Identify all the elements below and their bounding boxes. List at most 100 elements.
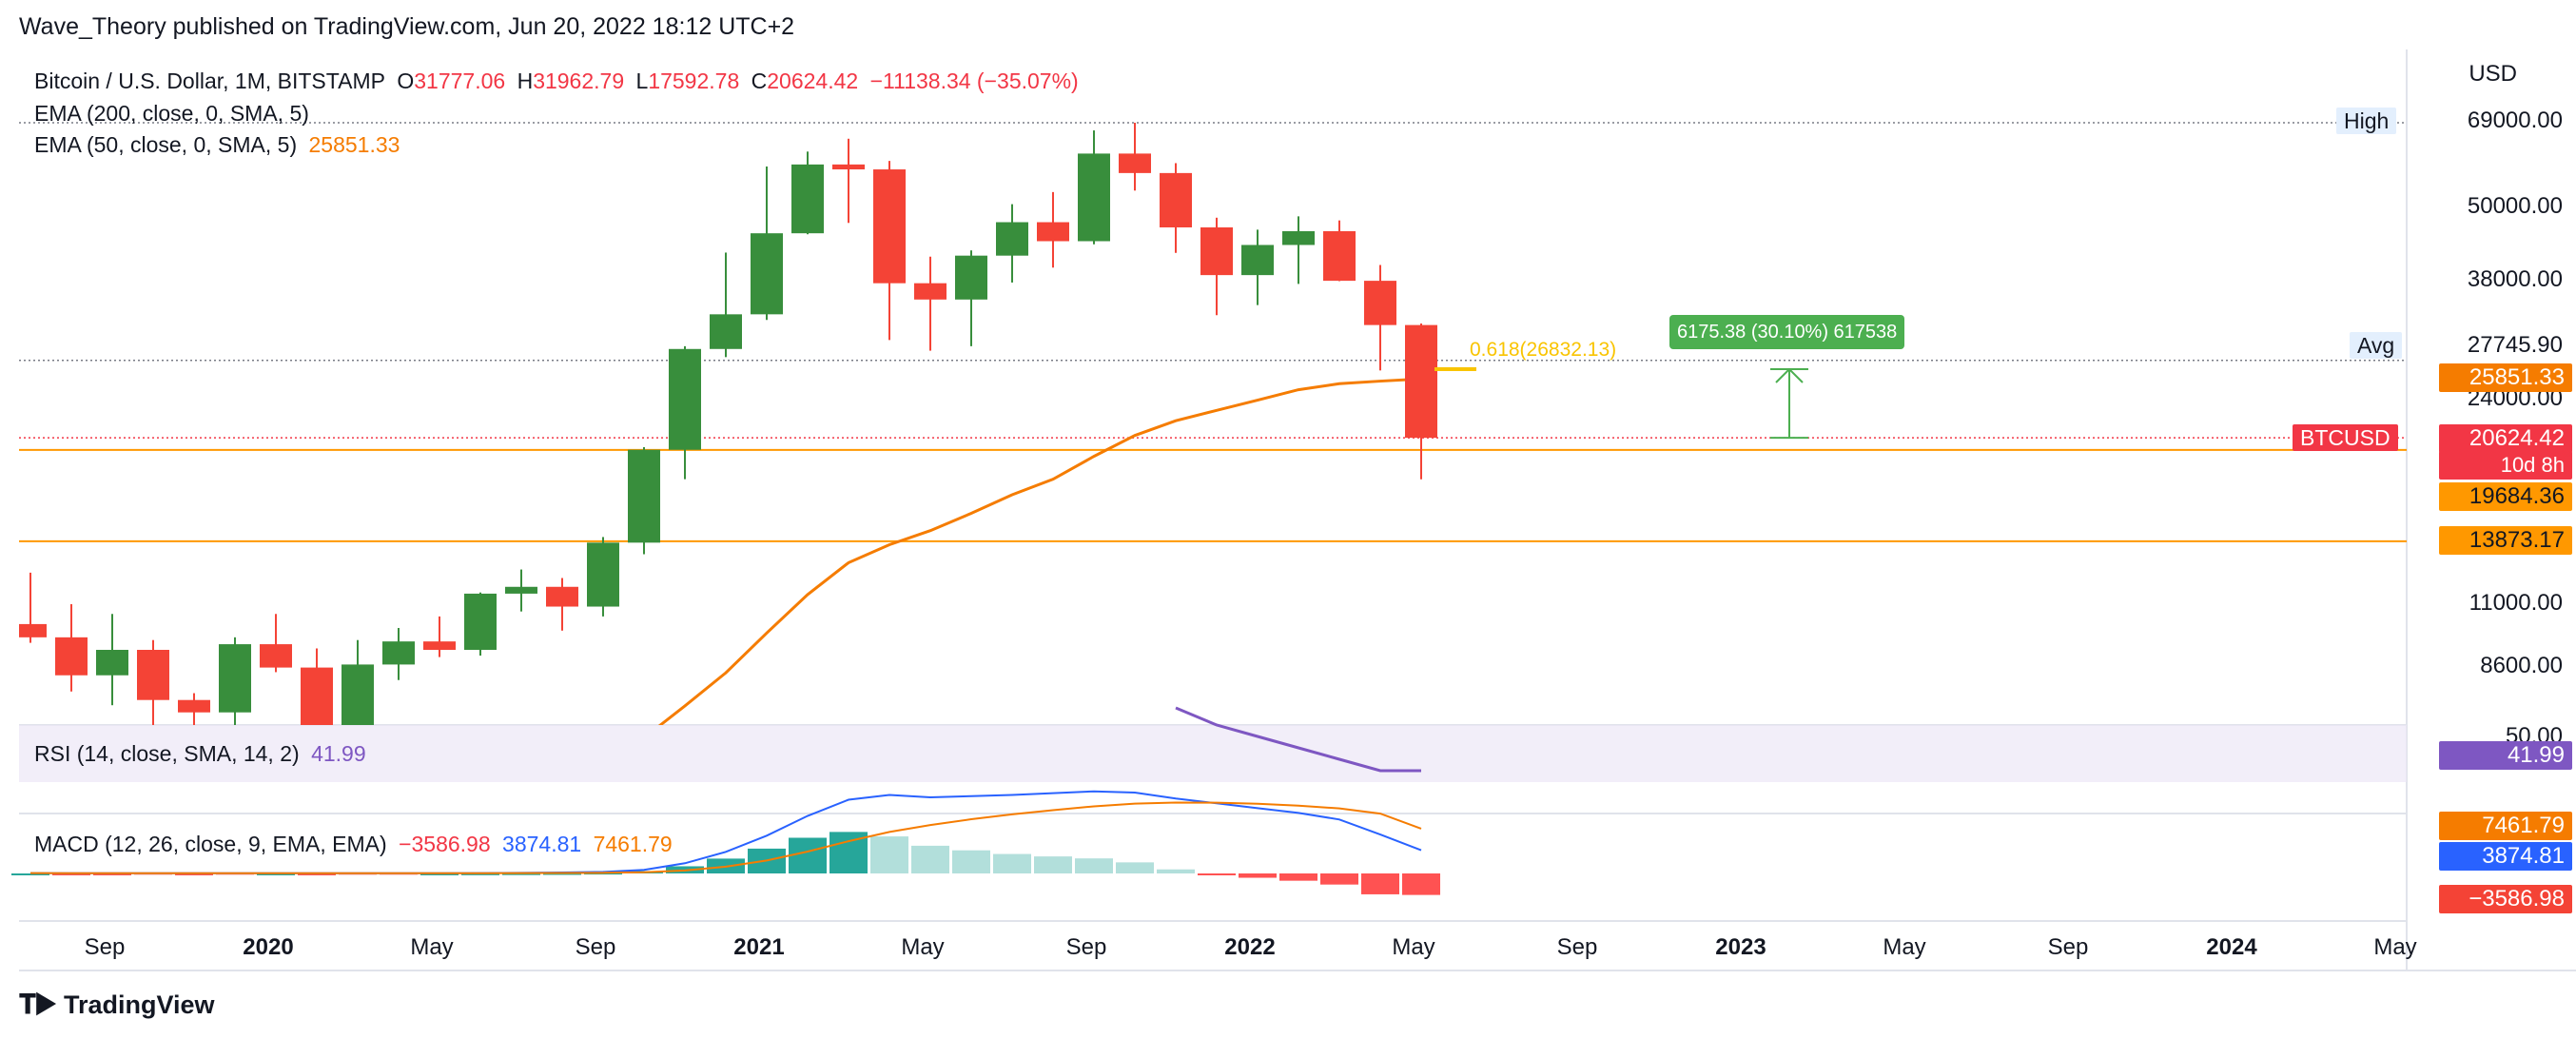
candle-up	[96, 650, 128, 676]
macd-legend[interactable]: MACD (12, 26, close, 9, EMA, EMA) −3586.…	[34, 832, 678, 857]
macd-hist-bar	[789, 837, 827, 873]
macd-hist-bar	[175, 873, 213, 875]
low-letter: L	[635, 69, 649, 93]
time-axis-label: Sep	[1065, 934, 1107, 960]
low-label: L17592.78	[636, 69, 740, 93]
rsi-pane[interactable]	[1175, 706, 1422, 773]
candle-down	[19, 623, 47, 637]
macd-hist-bar	[420, 872, 459, 875]
candle-down	[260, 644, 292, 668]
y-tick: 38000.00	[2467, 266, 2563, 292]
macd-label: MACD (12, 26, close, 9, EMA, EMA)	[34, 832, 387, 856]
high-letter: H	[517, 69, 534, 93]
candle-up	[628, 449, 660, 543]
macd-hist-bar	[1198, 873, 1236, 875]
ema50-label: EMA (50, close, 0, SMA, 5)	[34, 132, 298, 157]
ema200-legend[interactable]: EMA (200, close, 0, SMA, 5)	[34, 101, 315, 127]
candle-down	[1405, 324, 1437, 439]
macd-hist-bar	[52, 873, 90, 875]
macd-hist-label: −3586.98	[2439, 885, 2572, 913]
candle-up	[464, 593, 497, 651]
time-axis-label: 2020	[243, 934, 294, 960]
macd-hist-bar	[216, 873, 254, 875]
avg-price: 27745.90	[2467, 332, 2563, 358]
open-value: 31777.06	[414, 69, 506, 93]
countdown-label: 10d 8h	[2439, 451, 2572, 480]
close-label: C20624.42	[751, 69, 859, 93]
candle-down	[1323, 230, 1356, 282]
candle-up	[1282, 230, 1315, 245]
measure-arrowhead	[1775, 367, 1804, 383]
support1-label: 19684.36	[2439, 482, 2572, 511]
high-value: 31962.79	[533, 69, 625, 93]
candle-down	[178, 699, 210, 713]
avg-tag: Avg	[2350, 332, 2403, 359]
macd-hist-bar	[911, 845, 949, 873]
macd-hist-bar	[1157, 869, 1195, 873]
rsi-band	[19, 725, 2407, 782]
measure-label[interactable]: 6175.38 (30.10%) 617538	[1669, 315, 1905, 349]
rsi-legend[interactable]: RSI (14, close, SMA, 14, 2) 41.99	[34, 741, 372, 767]
candle-down	[423, 641, 456, 651]
fib-label[interactable]: 0.618(26832.13)	[1470, 339, 1617, 361]
change-value: −11138.34 (−35.07%)	[869, 69, 1079, 93]
macd-hist-bar	[1320, 873, 1358, 885]
rsi-line	[1175, 706, 1422, 773]
candle-down	[873, 169, 906, 284]
time-axis-label: May	[901, 934, 945, 960]
macd-hist-value: −3586.98	[399, 832, 491, 856]
candle-up	[1078, 153, 1110, 242]
macd-signal-line	[29, 801, 1422, 874]
macd-line-label: 3874.81	[2439, 842, 2572, 871]
candle-down	[301, 667, 333, 725]
macd-hist-bar	[1402, 873, 1440, 895]
macd-hist-bar	[298, 873, 336, 875]
candle-up	[955, 255, 987, 300]
low-value: 17592.78	[648, 69, 740, 93]
rsi-label: RSI (14, close, SMA, 14, 2)	[34, 741, 300, 766]
candle-down	[137, 650, 169, 700]
y-tick: 50000.00	[2467, 193, 2563, 219]
time-axis-label: 2024	[2206, 934, 2257, 960]
close-value: 20624.42	[767, 69, 859, 93]
time-axis-label: 2022	[1224, 934, 1276, 960]
ema200-label: EMA (200, close, 0, SMA, 5)	[34, 101, 309, 126]
candle-down	[1200, 226, 1233, 276]
candle-down	[55, 637, 88, 676]
symbol-name: Bitcoin / U.S. Dollar, 1M, BITSTAMP	[34, 69, 385, 93]
macd-hist-bar	[1075, 858, 1113, 873]
candle-down	[1119, 153, 1151, 173]
candle-up	[1241, 245, 1274, 276]
macd-signal-value: 7461.79	[593, 832, 673, 856]
candle-up	[751, 233, 783, 315]
ema50-legend[interactable]: EMA (50, close, 0, SMA, 5) 25851.33	[34, 132, 405, 158]
candle-down	[1037, 222, 1069, 242]
macd-hist-bar	[1239, 873, 1277, 878]
macd-hist-bar	[952, 850, 990, 873]
macd-pane[interactable]	[11, 790, 1440, 895]
time-axis-label: 2023	[1715, 934, 1766, 960]
macd-hist-bar	[1361, 873, 1399, 894]
macd-hist-bar	[134, 873, 172, 875]
rsi-value: 41.99	[311, 741, 366, 766]
symbol-tag: BTCUSD	[2293, 424, 2398, 451]
tradingview-brand: TradingView	[64, 990, 215, 1019]
time-axis-label: Sep	[1556, 934, 1598, 960]
candle-up	[342, 664, 374, 725]
tradingview-logo[interactable]: 𝐓▶ TradingView	[19, 990, 215, 1021]
symbol-legend[interactable]: Bitcoin / U.S. Dollar, 1M, BITSTAMP O317…	[34, 69, 1084, 94]
candle-down	[1364, 281, 1396, 325]
candle-down	[546, 586, 578, 607]
high-price: 69000.00	[2467, 108, 2563, 133]
y-tick: 11000.00	[2469, 590, 2563, 616]
support2-label: 13873.17	[2439, 526, 2572, 555]
last-price-label: 20624.42	[2439, 424, 2572, 453]
macd-hist-bar	[502, 872, 540, 875]
macd-hist-bar	[1116, 862, 1154, 873]
macd-hist-bar	[1279, 873, 1317, 881]
price-pane[interactable]	[14, 122, 2407, 924]
time-axis-label: Sep	[84, 934, 126, 960]
candle-down	[1160, 172, 1192, 227]
candle-up	[710, 314, 742, 349]
